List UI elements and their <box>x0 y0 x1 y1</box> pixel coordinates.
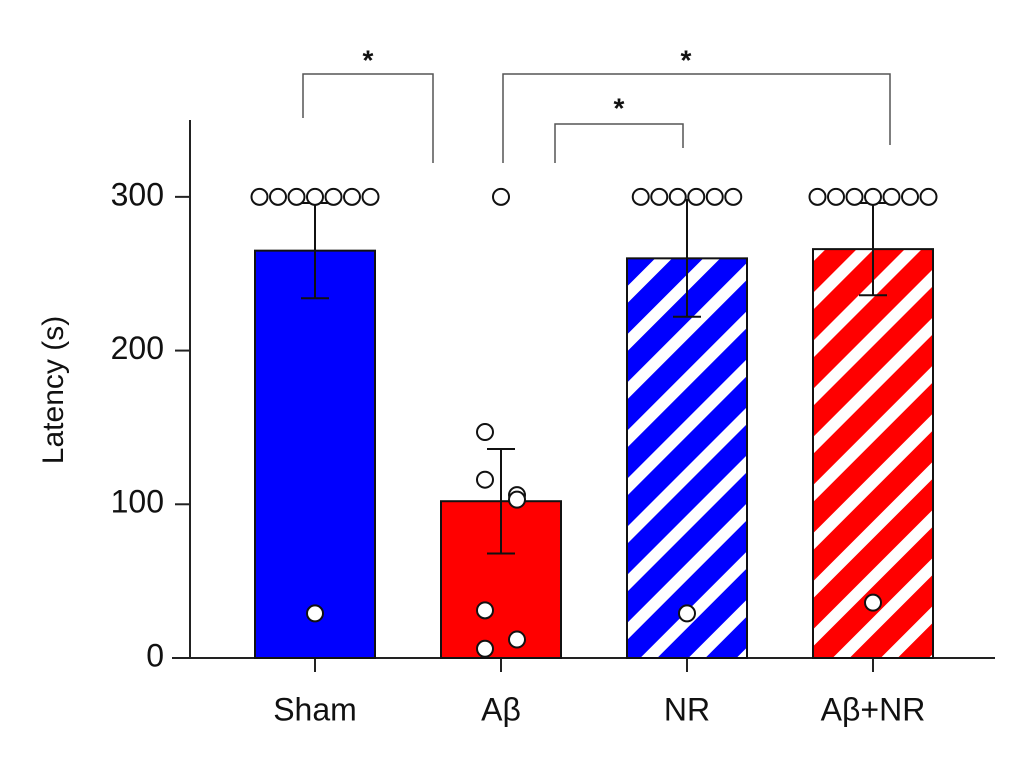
data-point <box>508 630 526 649</box>
data-point <box>668 187 687 206</box>
y-axis-label: Latency (s) <box>37 316 70 464</box>
data-point <box>361 187 380 206</box>
data-point <box>476 423 494 442</box>
data-point <box>864 187 882 206</box>
data-point <box>845 187 864 206</box>
data-point <box>901 187 919 206</box>
significance-bracket <box>554 123 684 163</box>
data-point <box>287 187 306 206</box>
significance-label: * <box>363 44 374 75</box>
y-tick-label: 0 <box>146 637 164 673</box>
data-point <box>306 187 324 206</box>
data-point <box>864 593 882 612</box>
data-point <box>508 490 526 509</box>
x-tick-label: NR <box>664 691 710 727</box>
data-point <box>476 601 494 620</box>
bar <box>254 249 376 660</box>
data-point <box>687 187 706 206</box>
y-tick-label: 200 <box>111 330 164 366</box>
data-point <box>324 187 343 206</box>
significance-bracket <box>302 73 434 163</box>
data-point <box>724 187 743 206</box>
significance-label: * <box>681 44 692 75</box>
data-point <box>678 604 696 623</box>
significance-label: * <box>614 92 625 123</box>
data-point <box>250 187 269 206</box>
data-point <box>492 187 510 206</box>
data-point <box>827 187 845 206</box>
y-tick-label: 300 <box>111 176 164 212</box>
data-point <box>882 187 901 206</box>
bar <box>812 248 934 659</box>
data-point <box>269 187 287 206</box>
data-point <box>631 187 650 206</box>
y-tick-label: 100 <box>111 484 164 520</box>
data-point <box>306 604 324 623</box>
x-tick-label: Aβ+NR <box>821 691 926 727</box>
significance-bracket <box>502 73 891 163</box>
data-point <box>650 187 669 206</box>
x-tick-label: Aβ <box>481 691 521 727</box>
bar <box>626 257 748 659</box>
x-tick-label: Sham <box>273 691 357 727</box>
data-point <box>808 187 827 206</box>
data-point <box>343 187 361 206</box>
data-point <box>919 187 938 206</box>
data-point <box>476 639 494 658</box>
data-point <box>476 470 494 489</box>
data-point <box>705 187 724 206</box>
